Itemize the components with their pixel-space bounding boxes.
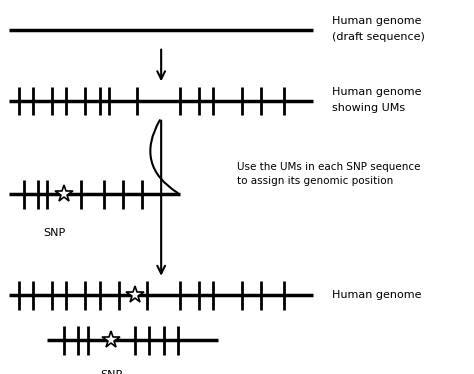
Text: (draft sequence): (draft sequence) xyxy=(332,33,425,42)
Text: Use the UMs in each SNP sequence
to assign its genomic position: Use the UMs in each SNP sequence to assi… xyxy=(237,162,420,186)
Text: Human genome: Human genome xyxy=(332,291,421,300)
Text: Human genome: Human genome xyxy=(332,16,421,25)
Text: Human genome: Human genome xyxy=(332,87,421,96)
Text: SNP: SNP xyxy=(44,228,65,238)
Text: SNP: SNP xyxy=(100,370,122,374)
Text: showing UMs: showing UMs xyxy=(332,104,405,113)
